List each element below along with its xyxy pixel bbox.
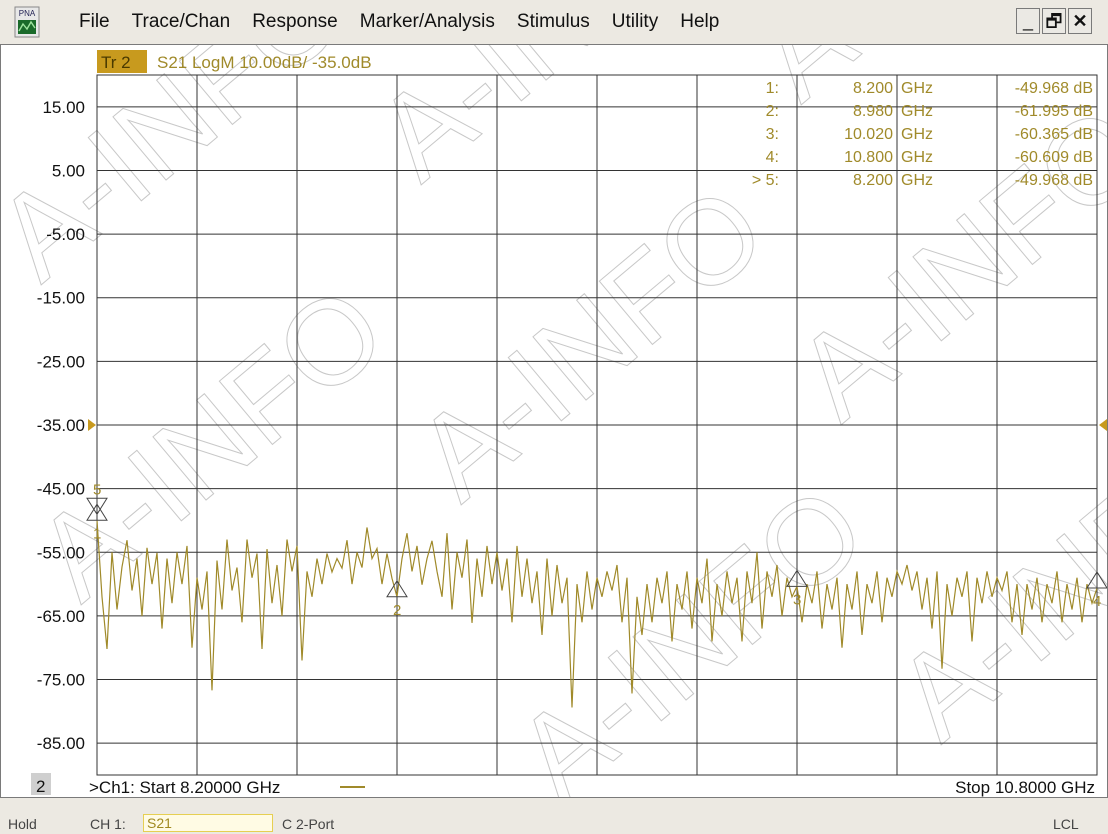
marker-readout-table: 1: 8.200 GHz -49.968 dB 2: 8.980 GHz -61.995 dB… xyxy=(752,80,1093,189)
watermark: A-INFOA-INFOA-INFOA-INFOA-INFOA-INFOA-IN… xyxy=(1,45,1107,797)
marker-readout-frequency-unit: GHz xyxy=(901,149,933,166)
marker-triangle-icon xyxy=(386,579,408,598)
status-bar: Hold CH 1: S21 C 2-Port LCL xyxy=(0,798,1108,834)
marker-readout-row: 4: 10.800 GHz -60.609 dB xyxy=(766,149,1093,166)
graticule-border xyxy=(96,74,1098,776)
marker-number: 4 xyxy=(1093,593,1101,610)
menu-response[interactable]: Response xyxy=(252,11,338,32)
marker-readout-label: 3: xyxy=(766,126,779,143)
marker-1[interactable]: 1 xyxy=(86,503,108,542)
trace-info[interactable]: S21 LogM 10.00dB/ -35.0dB xyxy=(157,53,372,72)
reference-left-arrow-icon[interactable] xyxy=(88,419,96,431)
marker-readout-row: 2: 8.980 GHz -61.995 dB xyxy=(766,103,1093,120)
trace-tag[interactable]: Tr 2 xyxy=(101,53,131,72)
app-icon-label: PNA xyxy=(19,9,36,18)
marker-triangle-icon xyxy=(86,497,108,516)
y-tick-label: -25.00 xyxy=(37,352,85,371)
window-number-box[interactable] xyxy=(31,773,51,795)
minimize-icon: _ xyxy=(1022,11,1033,31)
y-tick-label: 15.00 xyxy=(42,98,85,117)
marker-readout-row: 3: 10.020 GHz -60.365 dB xyxy=(766,126,1093,143)
reference-arrows xyxy=(88,419,1107,431)
marker-readout-frequency: 8.980 xyxy=(853,103,893,120)
y-tick-label: -65.00 xyxy=(37,607,85,626)
measurement-window: A-INFOA-INFOA-INFOA-INFOA-INFOA-INFOA-IN… xyxy=(0,44,1108,798)
stop-frequency[interactable]: Stop 10.8000 GHz xyxy=(955,778,1095,797)
status-hold: Hold xyxy=(8,816,37,832)
trace-s21[interactable] xyxy=(96,520,1098,708)
marker-number: 5 xyxy=(93,481,101,498)
status-calibration: C 2-Port xyxy=(282,816,335,832)
watermark-text: A-INFO xyxy=(392,161,790,525)
menu-file[interactable]: File xyxy=(79,11,110,32)
menu-help[interactable]: Help xyxy=(680,11,720,32)
window-number: 2 xyxy=(36,777,45,796)
marker-3[interactable]: 3 xyxy=(786,569,808,608)
restore-icon: 🗗 xyxy=(1045,11,1063,31)
watermark-text: A-INFO xyxy=(492,461,890,797)
reference-right-arrow-icon[interactable] xyxy=(1099,419,1107,431)
marker-triangle-icon xyxy=(786,569,808,587)
start-frequency[interactable]: >Ch1: Start 8.20000 GHz xyxy=(89,778,280,797)
marker-readout-frequency: 8.200 xyxy=(853,80,893,97)
y-tick-label: -85.00 xyxy=(37,734,85,753)
marker-readout-value: -49.968 dB xyxy=(1015,172,1093,189)
marker-2[interactable]: 2 xyxy=(386,579,408,619)
trace-line xyxy=(96,520,1098,708)
marker-readout-frequency: 10.800 xyxy=(844,149,893,166)
minimize-button[interactable]: _ xyxy=(1016,8,1040,34)
y-tick-label: -35.00 xyxy=(37,416,85,435)
menu-trace-chan[interactable]: Trace/Chan xyxy=(131,11,231,32)
marker-number: 2 xyxy=(393,602,401,619)
trace-header: Tr 2 S21 LogM 10.00dB/ -35.0dB xyxy=(97,50,372,73)
status-measurement[interactable]: S21 xyxy=(143,814,273,832)
marker-readout-frequency-unit: GHz xyxy=(901,80,933,97)
pna-app-icon[interactable]: PNA xyxy=(14,6,40,38)
channel-footer: 2 >Ch1: Start 8.20000 GHz Stop 10.8000 G… xyxy=(31,773,1095,797)
marker-readout-label: 1: xyxy=(766,80,779,97)
marker-readout-value: -60.365 dB xyxy=(1015,126,1093,143)
menu-bar: File Trace/Chan Response Marker/Analysis Sti… xyxy=(68,9,730,35)
y-tick-label: -45.00 xyxy=(37,480,85,499)
markers: 1 2 3 4 5 xyxy=(86,481,1107,619)
marker-readout-frequency-unit: GHz xyxy=(901,172,933,189)
marker-readout-frequency-unit: GHz xyxy=(901,103,933,120)
marker-readout-value: -49.968 dB xyxy=(1015,80,1093,97)
watermark-text: A-INFO xyxy=(12,261,410,625)
marker-readout-frequency: 10.020 xyxy=(844,126,893,143)
menu-stimulus[interactable]: Stimulus xyxy=(516,11,590,32)
marker-readout-frequency-unit: GHz xyxy=(901,126,933,143)
marker-readout-label: 2: xyxy=(766,103,779,120)
y-tick-label: 5.00 xyxy=(52,161,85,180)
marker-4[interactable]: 4 xyxy=(1086,571,1107,610)
marker-readout-value: -60.609 dB xyxy=(1015,149,1093,166)
marker-readout-row: > 5: 8.200 GHz -49.968 dB xyxy=(752,172,1093,189)
y-tick-label: -75.00 xyxy=(37,671,85,690)
marker-readout-row: 1: 8.200 GHz -49.968 dB xyxy=(766,80,1093,97)
marker-triangle-icon xyxy=(86,503,108,521)
close-button[interactable]: ✕ xyxy=(1068,8,1092,34)
marker-number: 3 xyxy=(793,591,801,608)
menu-utility[interactable]: Utility xyxy=(611,11,659,32)
y-tick-labels: 15.00 5.00 -5.00 -15.00 -25.00 -35.00 -45.00 -5… xyxy=(37,98,85,753)
title-bar: PNA File Trace/Chan Response Marker/Analysi… xyxy=(0,0,1108,45)
marker-number: 1 xyxy=(93,525,101,542)
marker-triangle-icon xyxy=(1086,571,1107,589)
status-channel: CH 1: xyxy=(90,816,126,832)
y-tick-label: -5.00 xyxy=(46,225,85,244)
y-tick-label: -15.00 xyxy=(37,289,85,308)
restore-button[interactable]: 🗗 xyxy=(1042,8,1066,34)
trace-display: A-INFOA-INFOA-INFOA-INFOA-INFOA-INFOA-IN… xyxy=(1,45,1107,797)
marker-readout-value: -61.995 dB xyxy=(1015,103,1093,120)
marker-readout-label: 4: xyxy=(766,149,779,166)
trace-tag-background xyxy=(97,50,147,73)
status-lcl: LCL xyxy=(1053,816,1079,832)
y-tick-label: -55.00 xyxy=(37,543,85,562)
close-icon: ✕ xyxy=(1072,11,1088,31)
marker-5[interactable]: 5 xyxy=(86,481,108,516)
marker-readout-label: > 5: xyxy=(752,172,779,189)
marker-readout-frequency: 8.200 xyxy=(853,172,893,189)
menu-marker-analysis[interactable]: Marker/Analysis xyxy=(359,11,495,32)
